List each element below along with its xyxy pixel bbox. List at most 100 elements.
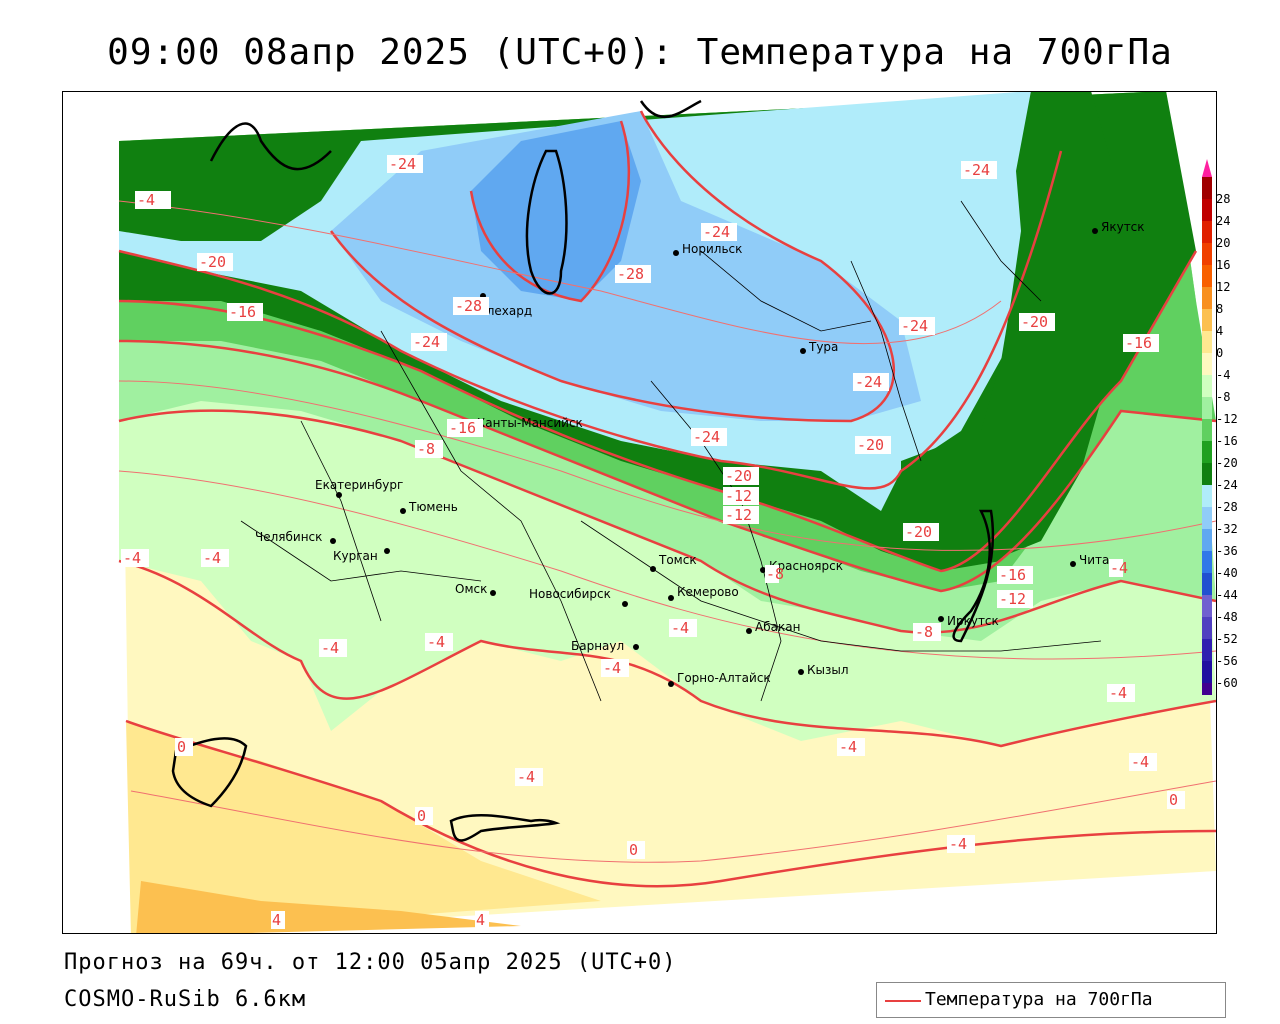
svg-text:Барнаул: Барнаул [571, 639, 624, 653]
contour-label: 0 [175, 738, 193, 756]
svg-text:-28: -28 [617, 265, 644, 283]
colorbar-swatch [1202, 353, 1212, 375]
svg-text:Екатеринбург: Екатеринбург [315, 478, 403, 492]
city-yakutsk: Якутск [1092, 220, 1145, 234]
coastlines [171, 99, 995, 842]
city-chelyabinsk: Челябинск [255, 530, 336, 544]
contour-label: -20 [903, 523, 939, 541]
svg-text:-4: -4 [203, 549, 221, 567]
svg-text:-24: -24 [389, 155, 416, 173]
contour-label: -4 [837, 738, 865, 756]
colorbar-swatch [1202, 573, 1212, 595]
svg-text:-24: -24 [963, 161, 990, 179]
contour-label: -24 [853, 373, 889, 391]
colorbar-tick-label: 8 [1216, 302, 1223, 316]
isotherm-minus16 [118, 250, 1198, 573]
colorbar-swatch [1202, 265, 1212, 287]
colorbar-tick-label: 4 [1216, 324, 1223, 338]
taymyr-coast [639, 99, 702, 119]
contour-label: -12 [997, 590, 1033, 608]
colorbar-swatch [1202, 375, 1212, 397]
svg-text:Кемерово: Кемерово [677, 585, 739, 599]
colorbar-swatch [1202, 639, 1212, 661]
svg-text:Омск: Омск [455, 582, 487, 596]
band-0-to-4-southwest [126, 721, 601, 933]
isotherm-minus8 [118, 409, 1216, 634]
svg-text:-4: -4 [671, 619, 689, 637]
svg-text:-4: -4 [603, 659, 621, 677]
isotherm-minus24 [329, 110, 895, 423]
city-tomsk: Томск [650, 553, 697, 572]
contour-label: -20 [1019, 313, 1055, 331]
svg-text:Челябинск: Челябинск [255, 530, 322, 544]
legend-line-swatch [885, 1000, 921, 1002]
colorbar-tick-label: 28 [1216, 192, 1230, 206]
colorbar-tick-label: -40 [1216, 566, 1238, 580]
svg-text:-20: -20 [905, 523, 932, 541]
contour-label: -4 [1109, 559, 1128, 577]
contour-label: -16 [447, 419, 483, 437]
isotherm-minus4 [118, 559, 1216, 748]
city-irkutsk: Иркутск [938, 614, 999, 628]
colorbar-swatch [1202, 617, 1212, 639]
contour-label: -4 [601, 659, 629, 677]
contour-label: -24 [387, 155, 423, 173]
colorbar-tick-label: -16 [1216, 434, 1238, 448]
colorbar-swatch [1202, 397, 1212, 419]
svg-text:Тюмень: Тюмень [408, 500, 458, 514]
contour-label: -4 [947, 835, 975, 853]
svg-text:-20: -20 [857, 436, 884, 454]
colorbar-swatch [1202, 661, 1212, 683]
contour-label: -28 [615, 265, 651, 283]
colorbar-swatch [1202, 199, 1212, 221]
city-krasnoyarsk: Красноярск [760, 559, 843, 573]
svg-text:-4: -4 [949, 835, 967, 853]
contour-label: -12 [723, 487, 759, 505]
svg-text:-4: -4 [1131, 753, 1149, 771]
svg-text:Курган: Курган [333, 549, 378, 563]
colorbar-swatch [1202, 683, 1212, 695]
colorbar-swatch [1202, 441, 1212, 463]
contour-label: 0 [415, 807, 433, 825]
isotherm-minus28 [469, 120, 631, 303]
colorbar-tick-label: -60 [1216, 676, 1238, 690]
band-4-to-8-southwest [136, 881, 521, 933]
svg-text:Ханты-Мансийск: Ханты-Мансийск [477, 416, 583, 430]
contour-label: -4 [135, 191, 171, 209]
colorbar-tick-label: -44 [1216, 588, 1238, 602]
city-kyzyl: Кызыл [798, 663, 849, 677]
svg-text:-4: -4 [123, 549, 141, 567]
legend-label: Температура на 700гПа [925, 989, 1153, 1010]
contour-label: -4 [669, 619, 697, 637]
map-frame[interactable]: Якутск Норильск Салехард Тура Ханты-Манс… [62, 91, 1217, 934]
svg-text:Тура: Тура [808, 340, 838, 354]
colorbar-tick-label: -24 [1216, 478, 1238, 492]
svg-text:Норильск: Норильск [682, 242, 742, 256]
contour-label: -20 [723, 467, 759, 485]
isotherm-0 [125, 719, 1216, 888]
contour-label: -4 [425, 633, 453, 651]
contour-label: -24 [961, 161, 997, 179]
thin-isolines [118, 200, 1216, 863]
colorbar-tick-label: -12 [1216, 412, 1238, 426]
contour-label: -8 [913, 623, 941, 641]
temperature-map[interactable]: Якутск Норильск Салехард Тура Ханты-Манс… [63, 92, 1217, 934]
colorbar-tick-label: -36 [1216, 544, 1238, 558]
band-nw-green [119, 141, 361, 241]
svg-text:-24: -24 [693, 428, 720, 446]
svg-text:4: 4 [476, 911, 485, 929]
band-minus28-to-minus32 [471, 121, 641, 301]
svg-text:-24: -24 [413, 333, 440, 351]
colorbar-tick-label: 24 [1216, 214, 1230, 228]
isotherm-lines [118, 110, 1216, 888]
contour-label: -16 [997, 566, 1033, 584]
svg-text:-4: -4 [427, 633, 445, 651]
contour-label: -8 [765, 565, 784, 583]
city-chita: Чита [1070, 553, 1109, 567]
colorbar-tick-label: -32 [1216, 522, 1238, 536]
contour-label: -28 [453, 297, 489, 315]
contour-label: -24 [411, 333, 447, 351]
caspian-outline [171, 737, 248, 808]
colorbar-swatch [1202, 287, 1212, 309]
city-omsk: Омск [455, 582, 496, 596]
